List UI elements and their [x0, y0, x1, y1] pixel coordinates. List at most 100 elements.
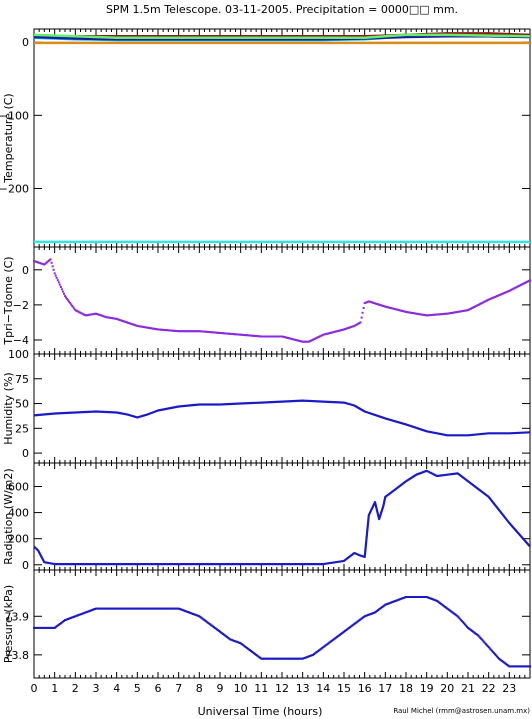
data-point	[235, 333, 238, 336]
data-point	[99, 314, 102, 317]
data-point	[325, 332, 328, 335]
data-point	[433, 599, 436, 602]
data-point	[353, 623, 356, 625]
data-point	[468, 308, 470, 311]
data-point	[185, 610, 188, 613]
data-point	[56, 279, 59, 282]
data-point	[54, 274, 57, 277]
x-tick-label: 16	[358, 682, 372, 695]
data-point	[479, 636, 482, 639]
data-point	[489, 297, 492, 300]
data-point	[142, 607, 145, 610]
data-point	[223, 332, 226, 335]
data-point	[303, 656, 306, 659]
data-point	[502, 660, 505, 663]
data-point	[167, 329, 170, 332]
data-point	[176, 330, 179, 333]
data-point	[350, 326, 353, 328]
data-point	[266, 657, 269, 660]
data-point	[59, 286, 62, 288]
data-point	[505, 663, 508, 666]
data-point	[457, 616, 460, 619]
series-line-0	[33, 469, 531, 566]
data-point	[456, 615, 459, 618]
data-point	[483, 641, 486, 644]
data-point	[204, 619, 207, 622]
data-point	[378, 608, 381, 611]
data-point	[51, 265, 54, 268]
data-point	[114, 317, 117, 320]
data-point	[488, 647, 491, 650]
data-point	[204, 330, 207, 333]
data-point	[484, 642, 487, 645]
panel-frame	[33, 569, 531, 679]
data-point	[198, 615, 201, 618]
data-point	[241, 333, 244, 336]
data-point	[481, 639, 484, 642]
data-point	[69, 302, 72, 305]
data-point	[99, 607, 102, 610]
data-point	[86, 314, 89, 317]
data-point	[458, 617, 461, 620]
y-tick-label: 73.8	[5, 649, 30, 662]
data-point	[418, 313, 421, 316]
data-point	[468, 627, 470, 630]
data-point	[223, 633, 226, 636]
data-point	[485, 643, 488, 646]
data-point	[322, 333, 325, 336]
data-point	[474, 632, 477, 635]
y-axis-title: Humidity (%)	[2, 372, 15, 444]
series-line-3	[33, 35, 531, 41]
data-point	[291, 338, 294, 341]
data-point	[232, 333, 235, 336]
data-point	[384, 603, 387, 606]
x-tick-label: 19	[420, 682, 434, 695]
data-point	[494, 654, 497, 657]
data-point	[378, 303, 381, 306]
data-point	[449, 609, 452, 612]
credit-text: Raul Michel (rmm@astrosen.unam.mx)	[393, 707, 530, 715]
data-point	[167, 607, 170, 610]
data-point	[523, 665, 526, 668]
data-point	[362, 307, 365, 309]
data-point	[210, 331, 213, 334]
data-point	[182, 330, 185, 333]
data-point	[154, 607, 157, 610]
y-tick-label: 0	[22, 36, 29, 49]
data-point	[390, 601, 393, 604]
y-tick-label: −100	[0, 109, 29, 122]
y-tick-label: 100	[8, 348, 29, 361]
data-point	[77, 310, 80, 313]
data-point	[347, 327, 350, 329]
data-point	[238, 333, 241, 336]
data-point	[123, 320, 126, 323]
data-point	[461, 621, 464, 624]
y-axis-title: Radiation (W/m2)	[2, 468, 15, 564]
data-point	[331, 639, 334, 642]
data-point	[399, 597, 402, 600]
data-point	[424, 314, 427, 317]
data-point	[96, 607, 98, 610]
data-point	[251, 334, 253, 337]
data-point	[43, 626, 46, 629]
data-point	[466, 625, 468, 628]
data-point	[368, 300, 371, 303]
data-point	[480, 638, 483, 640]
data-point	[102, 315, 105, 318]
data-point	[226, 636, 229, 639]
data-point	[164, 329, 167, 332]
data-point	[216, 629, 219, 632]
data-point	[384, 305, 387, 308]
series-line-4	[33, 33, 531, 40]
data-point	[120, 319, 123, 322]
y-tick-label: 50	[15, 398, 29, 411]
y-tick-label: 200	[8, 533, 29, 546]
data-point	[452, 311, 455, 314]
data-point	[359, 321, 362, 324]
data-point	[491, 650, 494, 653]
data-point	[238, 641, 241, 644]
y-tick-label: 0	[22, 559, 29, 572]
data-point	[458, 310, 461, 313]
data-point	[71, 616, 74, 619]
